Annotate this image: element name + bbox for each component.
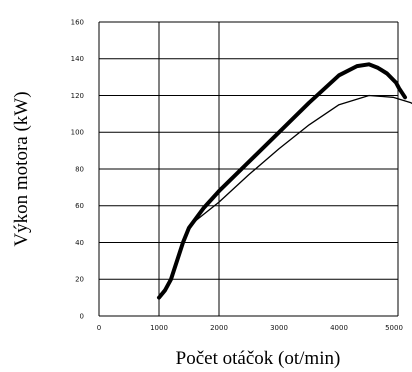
horizontal-gridlines — [99, 58, 398, 317]
y-tick-label: 20 — [75, 276, 84, 284]
series-line-2 — [188, 94, 412, 227]
y-tick-label: 160 — [71, 19, 84, 27]
x-tick-labels: 0 1000 2000 3000 4000 5000 — [97, 324, 403, 332]
x-tick-label: 2000 — [210, 324, 228, 332]
series-line-1 — [157, 62, 407, 300]
y-axis-label: Výkon motora (kW) — [11, 91, 32, 246]
y-tick-label: 100 — [71, 129, 84, 137]
x-tick-label: 5000 — [385, 324, 403, 332]
x-tick-label: 0 — [97, 324, 101, 332]
y-tick-labels: 0 20 40 60 80 100 120 140 160 — [71, 19, 84, 321]
grid — [98, 21, 399, 317]
x-tick-label: 4000 — [330, 324, 348, 332]
x-tick-label: 3000 — [270, 324, 288, 332]
y-tick-label: 0 — [80, 313, 84, 321]
x-tick-label: 1000 — [150, 324, 168, 332]
y-tick-label: 140 — [71, 55, 84, 63]
y-tick-label: 120 — [71, 92, 84, 100]
x-axis-label: Počet otáčok (ot/min) — [176, 348, 341, 369]
y-tick-label: 60 — [75, 202, 84, 210]
y-tick-label: 40 — [75, 239, 84, 247]
vertical-gridlines — [158, 22, 220, 316]
series-layer — [157, 62, 412, 300]
y-tick-label: 80 — [75, 166, 84, 174]
